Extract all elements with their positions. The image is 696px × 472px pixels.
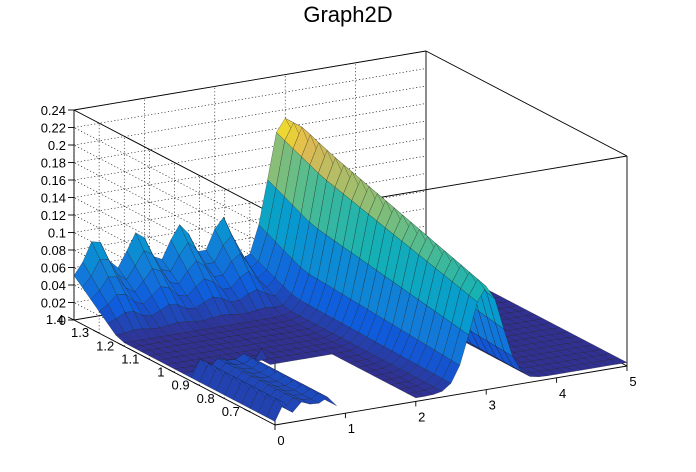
chart-title: Graph2D xyxy=(303,2,392,27)
box-edge xyxy=(274,365,628,426)
surface-cell xyxy=(609,357,628,365)
z-tick-label: 0.24 xyxy=(41,103,66,118)
grid-line-z-back xyxy=(73,68,427,128)
y-tick-mark xyxy=(118,342,125,347)
x-tick-label: 5 xyxy=(629,374,636,389)
y-tick-mark xyxy=(143,355,150,360)
y-tick-mark xyxy=(92,329,100,334)
x-tick-label: 0 xyxy=(277,433,284,448)
surface-cell xyxy=(319,392,337,406)
grid-line-z-back xyxy=(73,85,427,146)
grid-line-z-back xyxy=(73,120,427,181)
z-tick-label: 0 xyxy=(59,313,66,328)
surface-plot xyxy=(73,117,628,422)
x-tick-label: 4 xyxy=(559,386,566,401)
box-edge xyxy=(73,109,276,216)
y-tick-mark xyxy=(193,382,200,387)
y-tick-label: 1 xyxy=(157,365,164,380)
z-tick-label: 0.14 xyxy=(41,191,66,206)
x-tick-label: 1 xyxy=(348,421,355,436)
box-edge xyxy=(425,50,628,157)
grid-line-z-side xyxy=(73,144,276,251)
z-tick-label: 0.08 xyxy=(41,243,66,258)
grid-line-z-side xyxy=(73,127,276,233)
z-tick-label: 0.2 xyxy=(48,138,66,153)
grid-line-z-back xyxy=(73,103,427,163)
z-tick-label: 0.18 xyxy=(41,156,66,171)
x-tick-label: 2 xyxy=(418,409,425,424)
y-tick-label: 1.3 xyxy=(71,325,89,340)
grid-line-z-back xyxy=(73,138,427,198)
z-tick-label: 0.1 xyxy=(48,226,66,241)
x-tick-label: 3 xyxy=(489,398,496,413)
z-tick-label: 0.16 xyxy=(41,173,66,188)
y-tick-label: 0.9 xyxy=(172,378,190,393)
y-tick-mark xyxy=(168,369,175,373)
box-edge xyxy=(73,50,427,111)
z-tick-label: 0.12 xyxy=(41,208,66,223)
axes: 0 0.02 0.04 0.06 0.08 0.1 0.12 0.14 0.16 0.18 0.2 0… xyxy=(41,103,637,448)
z-tick-label: 0.04 xyxy=(41,278,66,293)
z-tick-label: 0.02 xyxy=(41,296,66,311)
y-tick-mark xyxy=(243,408,251,413)
y-tick-label: 1.2 xyxy=(96,338,114,353)
y-tick-label: 0.7 xyxy=(222,404,240,419)
z-tick-label: 0.22 xyxy=(41,121,66,136)
y-tick-mark xyxy=(67,316,75,321)
z-tick-label: 0.06 xyxy=(41,261,66,276)
y-tick-label: 1.1 xyxy=(121,351,139,366)
y-tick-label: 1.4 xyxy=(46,312,64,327)
y-tick-label: 0.8 xyxy=(197,391,215,406)
y-tick-mark xyxy=(218,395,225,400)
